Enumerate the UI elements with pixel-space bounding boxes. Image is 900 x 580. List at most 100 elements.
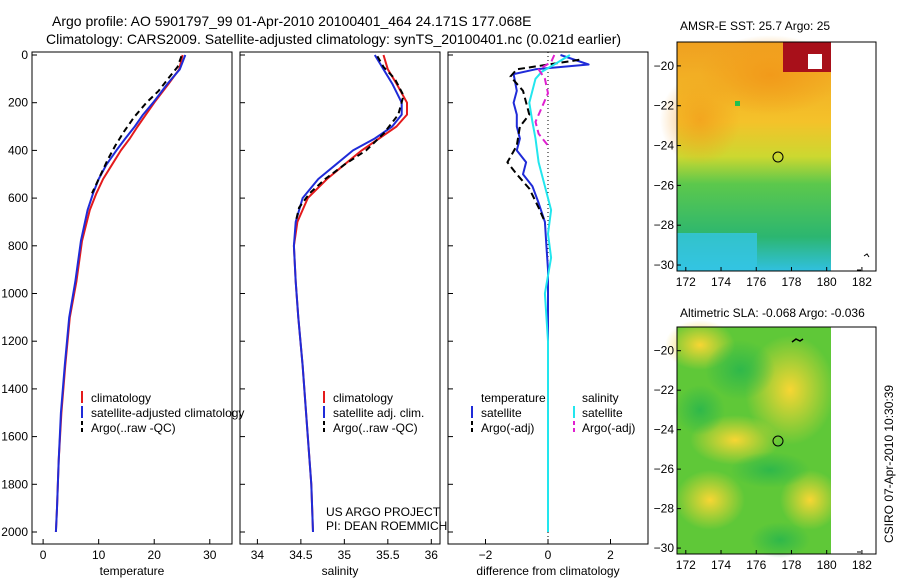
y-tick-label: 1400 [1, 382, 28, 396]
y-tick-label: 2000 [1, 525, 28, 539]
series-line-salinity-salinity_satellite [528, 54, 571, 532]
legend-label-argo: Argo(..raw -QC) [91, 421, 176, 435]
x-tick-label: 35.5 [376, 548, 400, 562]
x-tick-label: 36 [425, 548, 439, 562]
sla-map-title: Altimetric SLA: -0.068 Argo: -0.036 [680, 306, 865, 320]
difference-legend: temperature salinity satellite Argo(-adj… [471, 391, 635, 435]
map-y-tick-label: −26 [654, 462, 675, 476]
figure-title-line1: Argo profile: AO 5901797_99 01-Apr-2010 … [52, 13, 532, 29]
legend-label-argo: Argo(..raw -QC) [333, 421, 418, 435]
sst-no-data [831, 42, 851, 271]
map-x-tick-label: 174 [711, 275, 731, 289]
x-tick-label: 34 [251, 548, 265, 562]
temperature-x-axis-label: temperature [100, 564, 165, 578]
y-tick-label: 800 [8, 239, 28, 253]
series-line-salinity-salinity_argo [534, 54, 556, 147]
map-x-tick-label: 182 [852, 558, 872, 572]
map-x-tick-label: 176 [746, 275, 766, 289]
sst-land-mask [783, 42, 831, 72]
sla-high-patch [675, 470, 745, 530]
y-tick-label: 1600 [1, 430, 28, 444]
map-y-tick-label: −24 [654, 423, 675, 437]
x-tick-label: 10 [92, 548, 106, 562]
map-y-tick-label: −22 [654, 99, 675, 113]
legend-label-satellite: satellite adj. clim. [333, 406, 424, 420]
sla-low-patch [675, 385, 725, 435]
coastline-island [791, 338, 804, 343]
series-line-argo [91, 55, 183, 194]
legend-label-salinity-argo: Argo(-adj) [582, 421, 635, 435]
legend-label-climatology: climatology [91, 391, 151, 405]
x-tick-label: 0 [40, 548, 47, 562]
difference-x-axis-label: difference from climatology [476, 564, 619, 578]
x-tick-label: 0 [545, 548, 552, 562]
legend-label-temperature-argo: Argo(-adj) [481, 421, 534, 435]
legend-title-salinity: salinity [582, 391, 619, 405]
y-tick-label: 1000 [1, 287, 28, 301]
argo-position-marker [772, 435, 784, 447]
sst-warm-patch [660, 75, 740, 165]
map-x-tick-label: 178 [781, 558, 801, 572]
map-x-tick-label: 174 [711, 558, 731, 572]
map-y-tick-label: −20 [654, 59, 675, 73]
map-y-tick-label: −30 [654, 541, 675, 555]
sla-map [665, 320, 877, 558]
legend-label-temperature-satellite: satellite [481, 406, 522, 420]
timestamp-label: CSIRO 07-Apr-2010 10:30:39 [882, 385, 896, 543]
y-tick-label: 600 [8, 191, 28, 205]
y-tick-label: 400 [8, 143, 28, 157]
map-y-tick-label: −28 [654, 502, 675, 516]
map-x-tick-label: 178 [781, 275, 801, 289]
map-y-tick-label: −26 [654, 178, 675, 192]
salinity-plot-frame [239, 51, 441, 545]
sst-map-frame [676, 41, 877, 272]
sst-cool-patch [677, 233, 757, 271]
y-tick-label: 0 [21, 48, 28, 62]
x-tick-label: 20 [148, 548, 162, 562]
map-y-tick-label: −24 [654, 139, 675, 153]
argo-position-marker [772, 151, 784, 163]
legend-label-climatology: climatology [333, 391, 393, 405]
x-tick-label: −2 [479, 548, 493, 562]
sla-map-frame [676, 326, 877, 555]
sla-low-patch [705, 340, 775, 400]
x-tick-label: 2 [607, 548, 614, 562]
y-tick-label: 200 [8, 96, 28, 110]
temperature-plot-frame [31, 51, 233, 545]
map-y-tick-label: −20 [654, 344, 675, 358]
x-tick-label: 30 [203, 548, 217, 562]
map-y-tick-label: −22 [654, 383, 675, 397]
x-tick-label: 34.5 [289, 548, 313, 562]
sla-low-patch [730, 452, 810, 488]
legend-label-satellite: satellite-adjusted climatology [91, 406, 244, 420]
sla-no-data [831, 327, 851, 554]
sla-high-patch [780, 470, 840, 530]
salinity-legend: climatology satellite adj. clim. Argo(..… [323, 391, 424, 435]
sst-cloud-gap [808, 54, 822, 69]
map-x-tick-label: 182 [852, 275, 872, 289]
map-y-tick-label: −28 [654, 218, 675, 232]
map-x-tick-label: 172 [676, 558, 696, 572]
map-x-tick-label: 172 [676, 275, 696, 289]
series-line-satellite [54, 54, 187, 533]
map-x-tick-label: 180 [817, 558, 837, 572]
map-y-tick-label: −30 [654, 258, 675, 272]
x-tick-label: 35 [338, 548, 352, 562]
temperature-panel: 0 10 20 30 0 200 400 600 800 1000 1200 1400 1600 1800… [1, 48, 233, 578]
figure-title-line2: Climatology: CARS2009. Satellite-adjuste… [46, 31, 621, 47]
project-label: US ARGO PROJECT [326, 505, 441, 519]
sst-map-axes: 172 174 176 178 180 182 −20 −22 −24 −26 −28 −30 [654, 59, 873, 289]
y-tick-label: 1200 [1, 334, 28, 348]
sla-low-patch [750, 522, 810, 558]
salinity-panel: 34 34.5 35 35.5 36 salinity [239, 51, 441, 578]
series-line-argo [294, 55, 405, 223]
sst-map-title: AMSR-E SST: 25.7 Argo: 25 [680, 19, 830, 33]
sst-map [660, 35, 877, 272]
map-x-tick-label: 176 [746, 558, 766, 572]
sla-map-axes: 172 174 176 178 180 182 −20 −22 −24 −26 −28 −30 [654, 344, 873, 572]
salinity-x-axis-label: salinity [322, 564, 359, 578]
legend-label-salinity-satellite: satellite [582, 406, 623, 420]
difference-panel: −2 0 2 difference from climatology [447, 51, 649, 578]
pi-label: PI: DEAN ROEMMICH [326, 519, 447, 533]
